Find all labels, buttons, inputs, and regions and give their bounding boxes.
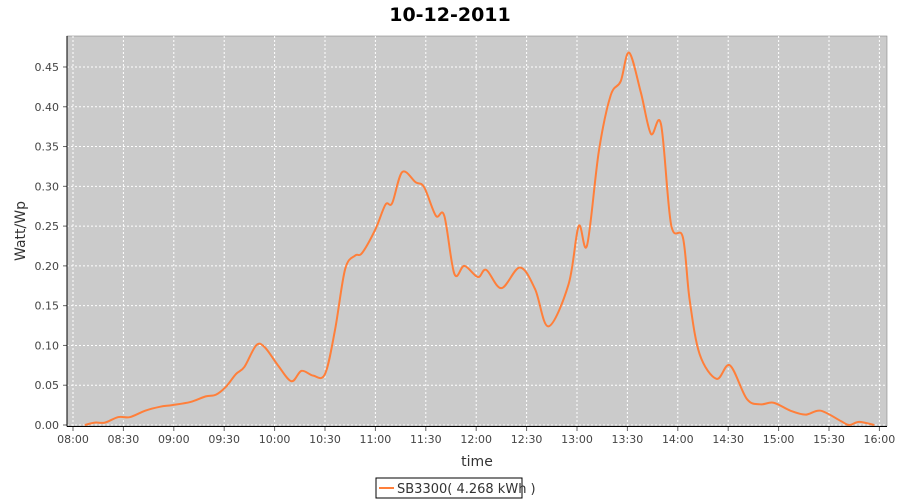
y-axis: 0.00 0.05 0.10 0.15 0.20 0.25 0.30 0.35 0.40 0.45 [35, 61, 67, 432]
x-axis-label: time [461, 454, 493, 470]
series-group [84, 51, 875, 426]
x-axis: 08:00 08:30 09:00 09:30 10:00 10:30 11:00 11:30… [57, 427, 895, 446]
x-tick-label: 10:30 [309, 433, 341, 446]
y-tick-label: 0.00 [35, 419, 60, 432]
x-tick-label: 11:30 [410, 433, 442, 446]
x-tick-label: 09:00 [158, 433, 190, 446]
y-axis-label: Watt/Wp [13, 201, 29, 261]
x-tick-label: 08:00 [57, 433, 89, 446]
legend-box [375, 477, 523, 499]
y-tick-label: 0.20 [35, 260, 60, 273]
y-tick-label: 0.35 [35, 141, 60, 154]
y-tick-label: 0.25 [35, 220, 60, 233]
legend: SB3300( 4.268 kWh ) [375, 477, 536, 499]
legend-label: SB3300( 4.268 kWh ) [397, 482, 536, 497]
x-tick-label: 16:00 [864, 433, 896, 446]
x-tick-label: 11:00 [360, 433, 392, 446]
plot-area [66, 35, 888, 427]
x-tick-label: 12:30 [511, 433, 543, 446]
y-tick-label: 0.15 [35, 300, 60, 313]
x-tick-label: 10:00 [259, 433, 291, 446]
series-line [84, 51, 875, 426]
x-tick-label: 09:30 [208, 433, 240, 446]
x-tick-label: 14:30 [712, 433, 744, 446]
grid [67, 36, 887, 426]
x-tick-label: 08:30 [108, 433, 140, 446]
x-tick-label: 14:00 [662, 433, 694, 446]
y-tick-label: 0.45 [35, 61, 60, 74]
x-tick-label: 13:00 [561, 433, 593, 446]
y-tick-label: 0.30 [35, 180, 60, 193]
x-tick-label: 12:00 [460, 433, 492, 446]
x-tick-label: 15:00 [763, 433, 795, 446]
y-tick-label: 0.40 [35, 101, 60, 114]
x-tick-label: 13:30 [612, 433, 644, 446]
x-tick-label: 15:30 [813, 433, 845, 446]
y-tick-label: 0.10 [35, 339, 60, 352]
chart-title: 10-12-2011 [389, 4, 511, 26]
y-tick-label: 0.05 [35, 379, 60, 392]
